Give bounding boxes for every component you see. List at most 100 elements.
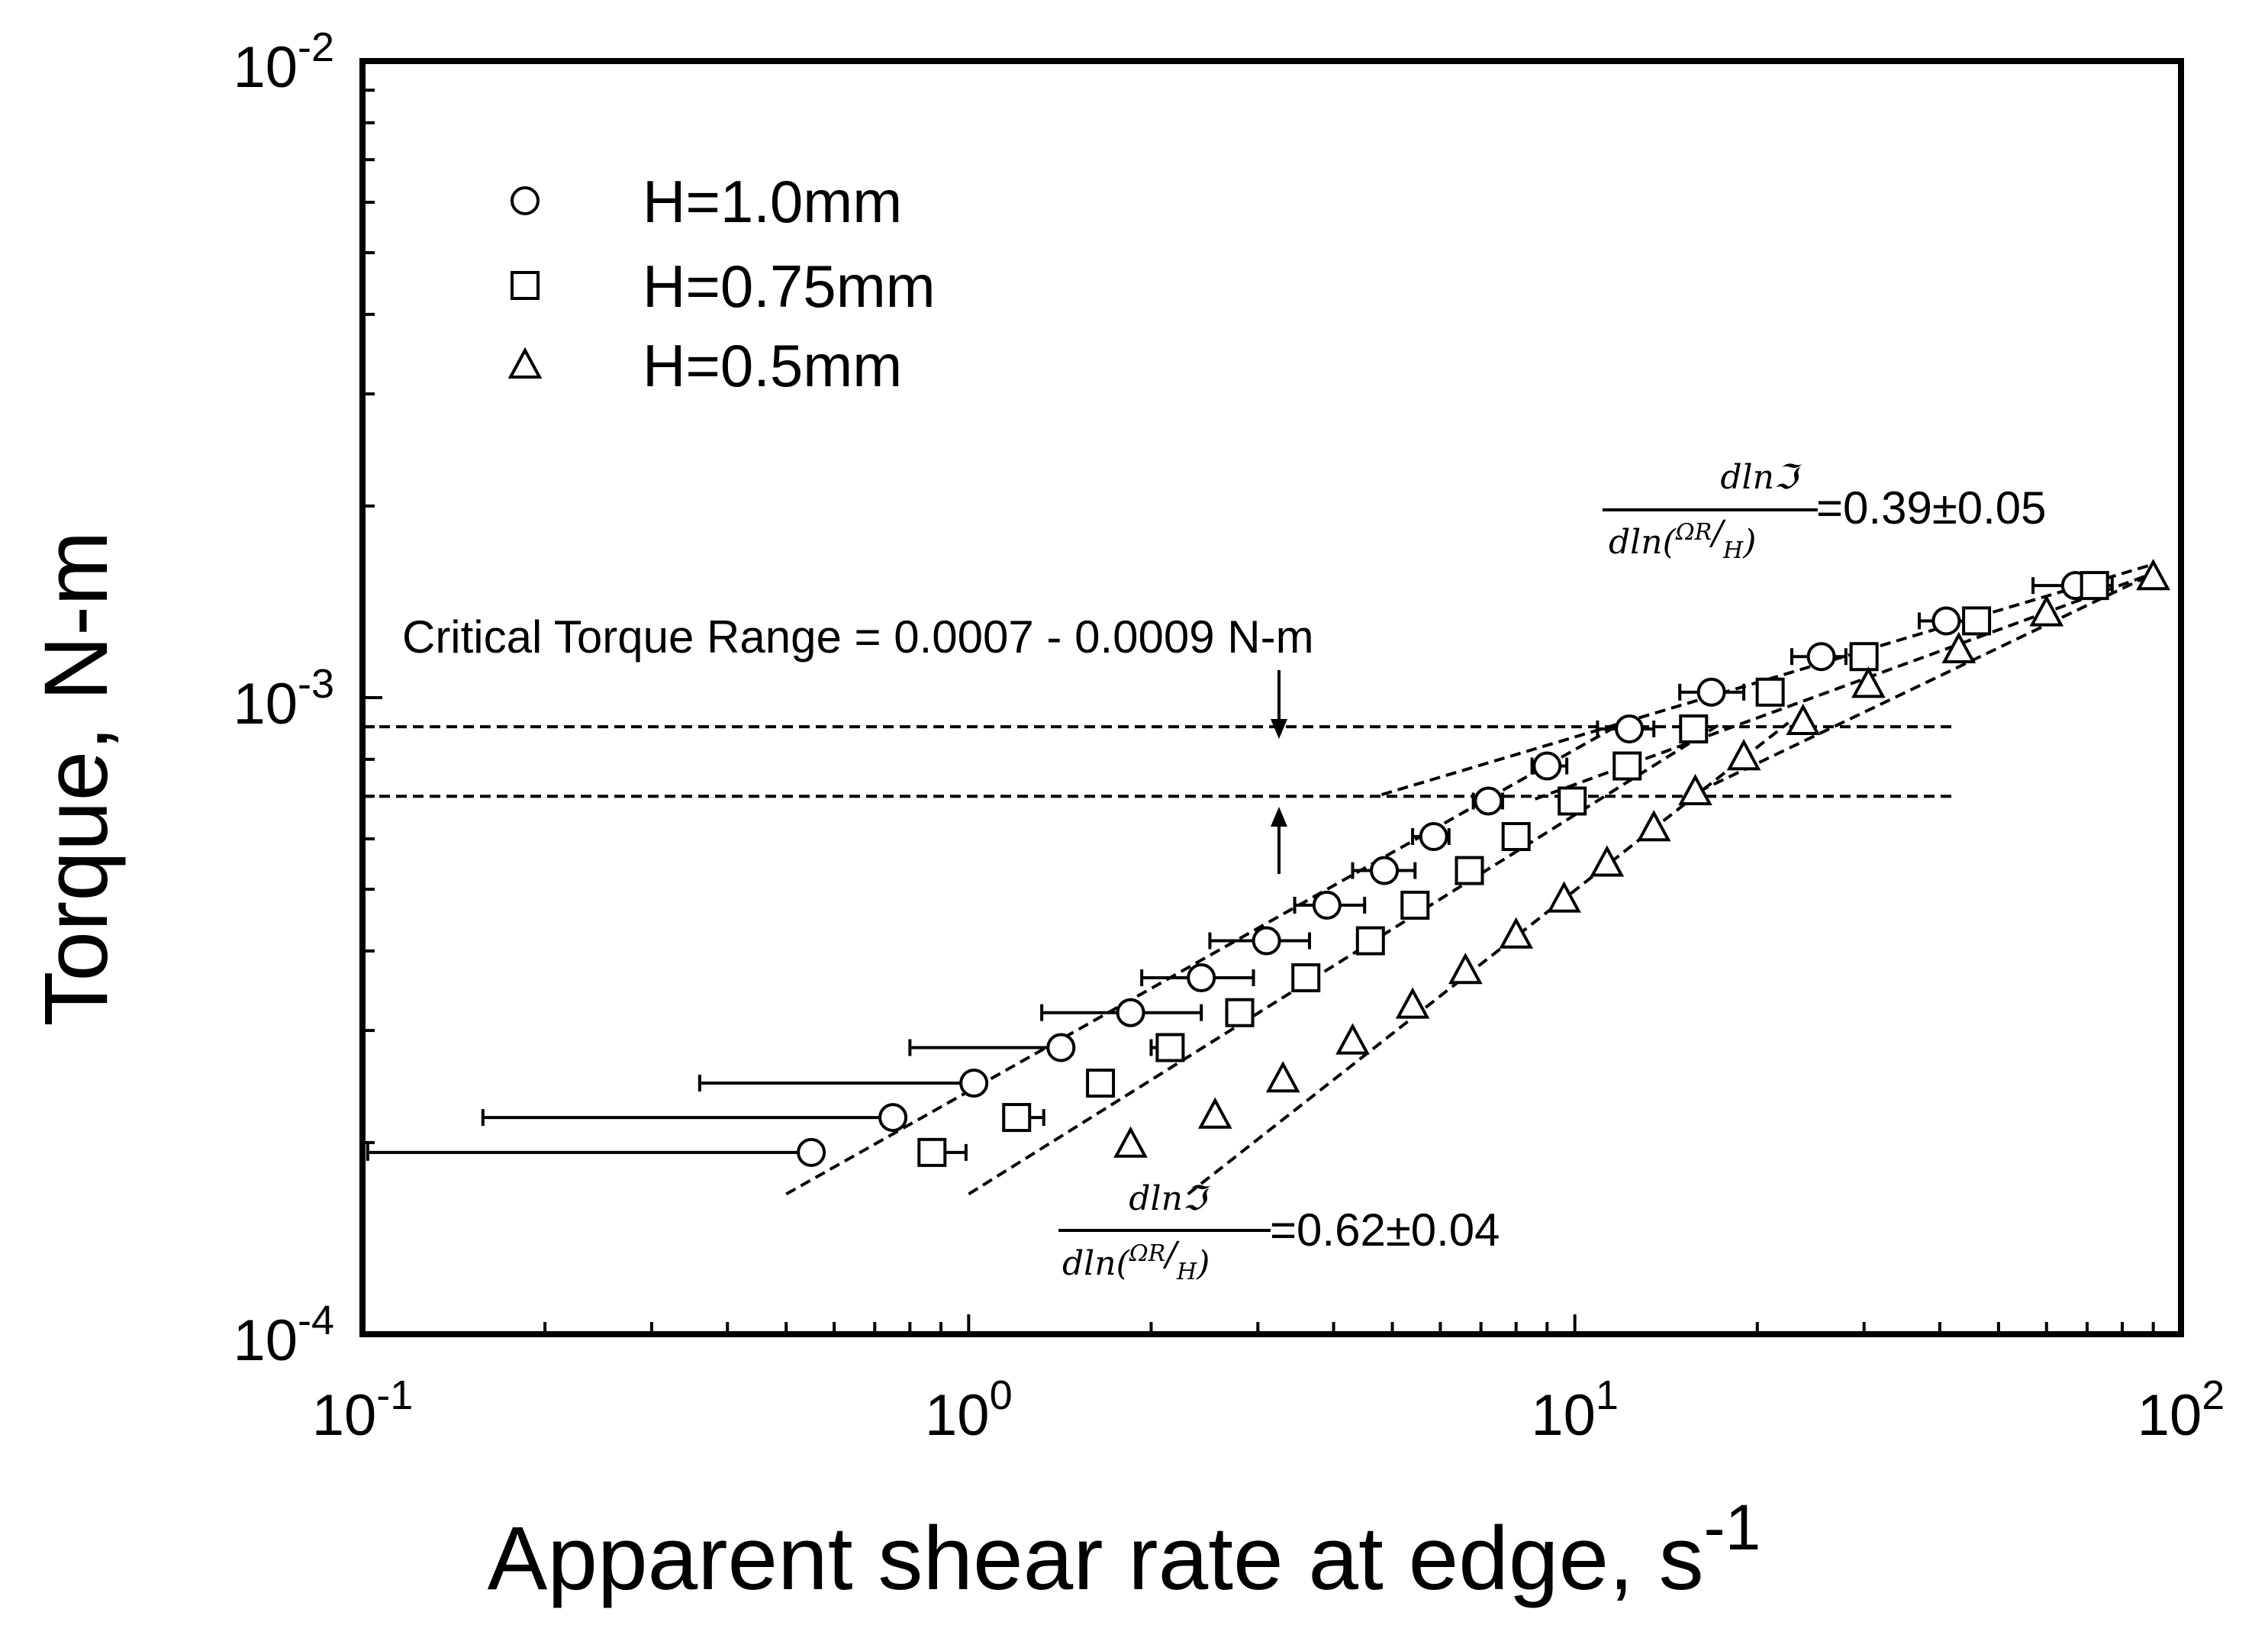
legend: H=1.0mm H=0.75mm H=0.5mm bbox=[507, 168, 936, 399]
fit-h05-low bbox=[1187, 721, 1790, 1196]
legend-label-h-0-5mm: H=0.5mm bbox=[643, 332, 902, 399]
point-h-0-5mm bbox=[1499, 917, 1534, 949]
slope-low-den-close: ) bbox=[1196, 1244, 1210, 1283]
x-tick-label-base: 10 bbox=[1531, 1383, 1596, 1448]
y-tick-label: 10-2 bbox=[233, 24, 334, 100]
point-h-0-75mm bbox=[917, 1137, 947, 1167]
legend-marker-h-0-5mm bbox=[507, 347, 543, 379]
reference-lines bbox=[362, 725, 1953, 798]
critical-range-arrows bbox=[1271, 670, 1287, 874]
point-h-1-0mm bbox=[1474, 786, 1503, 816]
slope-low-den-prefix: dln( bbox=[1062, 1244, 1130, 1283]
point-h-0-5mm bbox=[1197, 1097, 1232, 1129]
point-h-1-0mm bbox=[1806, 642, 1836, 672]
point-h-0-75mm bbox=[1355, 926, 1385, 956]
x-tick-label-base: 10 bbox=[312, 1383, 377, 1448]
x-tick-label-exponent: 1 bbox=[1596, 1372, 1619, 1418]
plot-frame bbox=[359, 58, 2184, 1337]
point-h-0-75mm bbox=[1755, 677, 1785, 707]
point-h-1-0mm bbox=[1370, 856, 1400, 885]
slope-high-den-close: ) bbox=[1742, 523, 1756, 562]
point-h-0-75mm bbox=[1086, 1069, 1116, 1098]
point-h-1-0mm bbox=[1419, 822, 1448, 852]
x-axis-label: Apparent shear rate at edge, s-1 bbox=[488, 1491, 1761, 1609]
slope-low-den-h: H bbox=[1176, 1259, 1197, 1285]
slope-high-den-omega-r: ΩR bbox=[1675, 519, 1712, 546]
critical-range-annotation: Critical Torque Range = 0.0007 - 0.0009 … bbox=[402, 611, 1314, 663]
point-h-1-0mm bbox=[1116, 998, 1145, 1027]
point-h-0-75mm bbox=[1291, 963, 1321, 993]
point-h-0-75mm bbox=[1225, 998, 1255, 1027]
x-tick-label-exponent: -1 bbox=[376, 1372, 413, 1418]
x-tick-label-exponent: 2 bbox=[2202, 1372, 2225, 1418]
point-h-0-5mm bbox=[1590, 845, 1625, 877]
x-tick-label-base: 10 bbox=[925, 1383, 990, 1448]
point-h-0-5mm bbox=[1636, 810, 1671, 842]
slope-high-den-h: H bbox=[1722, 537, 1744, 564]
legend-label-h-1-0mm: H=1.0mm bbox=[643, 168, 902, 235]
point-h-0-75mm bbox=[1849, 642, 1879, 672]
point-h-0-5mm bbox=[2136, 559, 2171, 591]
y-tick-label-base: 10 bbox=[233, 35, 298, 100]
point-h-0-5mm bbox=[1678, 773, 1712, 806]
point-h-0-75mm bbox=[1155, 1033, 1185, 1062]
point-h-0-75mm bbox=[1501, 822, 1531, 852]
point-h-1-0mm bbox=[1532, 751, 1562, 781]
point-h-0-75mm bbox=[1558, 786, 1587, 816]
point-h-0-5mm bbox=[1726, 739, 1761, 771]
point-h-0-75mm bbox=[1612, 751, 1642, 781]
point-h-0-75mm bbox=[2080, 571, 2109, 601]
point-h-0-5mm bbox=[1395, 987, 1430, 1019]
point-h-0-75mm bbox=[1679, 714, 1709, 743]
legend-label-h-0-75mm: H=0.75mm bbox=[643, 253, 936, 320]
slope-low-den-omega-r: ΩR bbox=[1129, 1240, 1165, 1267]
y-tick-label-base: 10 bbox=[233, 672, 298, 737]
x-tick-label: 100 bbox=[925, 1372, 1013, 1448]
data-markers bbox=[797, 559, 2171, 1167]
slope-low-value: =0.62±0.04 bbox=[1270, 1204, 1500, 1256]
x-tick-label: 10-1 bbox=[312, 1372, 414, 1448]
arrow-down-head bbox=[1271, 719, 1287, 739]
slope-high-value: =0.39±0.05 bbox=[1816, 482, 2047, 534]
x-axis-label-exponent: -1 bbox=[1704, 1491, 1761, 1563]
x-tick-label: 101 bbox=[1531, 1372, 1619, 1448]
legend-marker-h-0-75mm bbox=[511, 271, 540, 300]
y-tick-label: 10-4 bbox=[233, 1298, 334, 1373]
slope-high-den-prefix: dln( bbox=[1609, 523, 1677, 562]
y-tick-label-exponent: -2 bbox=[298, 24, 334, 70]
y-tick-label-exponent: -3 bbox=[298, 661, 334, 707]
point-h-0-75mm bbox=[1962, 606, 1992, 636]
slope-high-numerator: dlnℑ bbox=[1720, 458, 1802, 497]
slope-low-numerator: dlnℑ bbox=[1129, 1179, 1211, 1218]
y-axis-label: Torque, N-m bbox=[26, 530, 127, 1026]
point-h-0-75mm bbox=[1455, 856, 1484, 885]
slope-high-annotation: dlnℑ dln(ΩR/H) =0.39±0.05 bbox=[1603, 458, 2047, 564]
point-h-0-5mm bbox=[1547, 881, 1581, 913]
point-h-0-75mm bbox=[1002, 1103, 1032, 1133]
point-h-0-5mm bbox=[1335, 1023, 1370, 1055]
slope-low-den-slash: / bbox=[1162, 1235, 1180, 1274]
point-h-1-0mm bbox=[797, 1137, 826, 1167]
point-h-1-0mm bbox=[878, 1103, 908, 1133]
point-h-1-0mm bbox=[1696, 677, 1726, 707]
point-h-0-5mm bbox=[1786, 703, 1821, 735]
point-h-1-0mm bbox=[1046, 1033, 1076, 1062]
fit-h075-low bbox=[968, 721, 1723, 1196]
point-h-0-5mm bbox=[1941, 631, 1976, 663]
point-h-1-0mm bbox=[1615, 714, 1645, 743]
point-h-0-5mm bbox=[1448, 953, 1483, 985]
point-h-1-0mm bbox=[1312, 890, 1342, 920]
x-axis-label-main: Apparent shear rate at edge, s bbox=[488, 1508, 1704, 1609]
point-h-1-0mm bbox=[1187, 963, 1216, 993]
point-h-0-5mm bbox=[1265, 1061, 1300, 1093]
legend-marker-h-1-0mm bbox=[511, 186, 540, 215]
axis-ticks bbox=[361, 89, 2155, 1336]
point-h-1-0mm bbox=[1931, 606, 1961, 636]
x-tick-label: 102 bbox=[2138, 1372, 2225, 1448]
point-h-0-5mm bbox=[1113, 1126, 1148, 1158]
x-tick-label-exponent: 0 bbox=[990, 1372, 1013, 1418]
point-h-1-0mm bbox=[1252, 926, 1281, 956]
y-tick-label-exponent: -4 bbox=[298, 1298, 334, 1343]
